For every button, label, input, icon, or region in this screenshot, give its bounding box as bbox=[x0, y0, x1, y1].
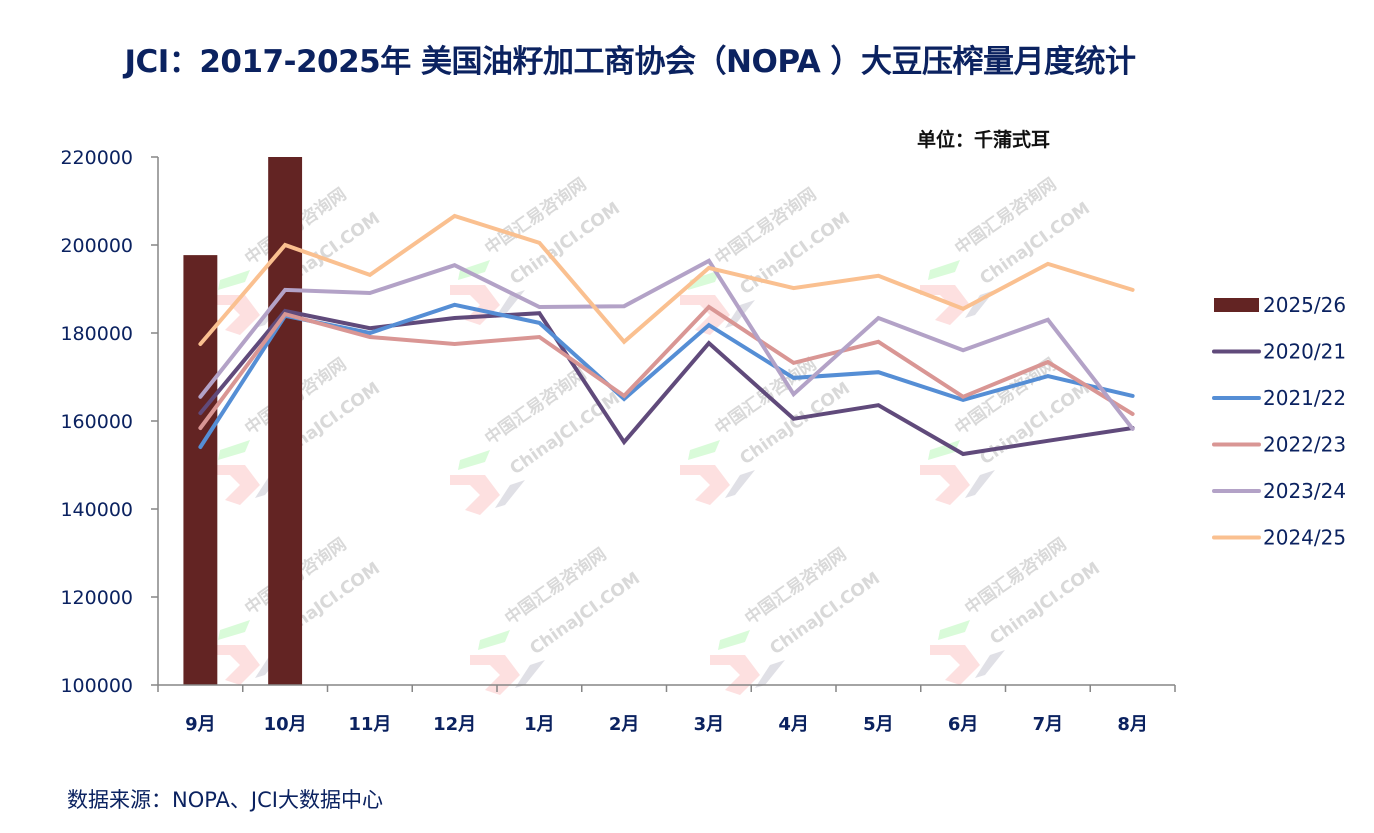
legend-label: 2020/21 bbox=[1263, 340, 1346, 364]
watermark-logo-red bbox=[210, 295, 260, 335]
watermark-logo-red bbox=[450, 475, 500, 515]
watermark-logo-green bbox=[688, 270, 720, 290]
unit-label: 单位：千蒲式耳 bbox=[917, 129, 1051, 151]
line-layer bbox=[198, 213, 1135, 457]
watermark-logo-green bbox=[928, 260, 960, 280]
legend-item-2025-26: 2025/26 bbox=[1214, 293, 1346, 317]
watermark-logo-gray bbox=[725, 470, 755, 498]
line-series-2022-23 bbox=[198, 304, 1135, 430]
legend-label: 2023/24 bbox=[1263, 479, 1346, 503]
watermark-logo-red bbox=[470, 655, 520, 695]
source-label: 数据来源：NOPA、JCI大数据中心 bbox=[67, 788, 383, 812]
watermark-logo-green bbox=[458, 450, 490, 470]
bar-2025-26-0 bbox=[183, 255, 218, 685]
watermark-logo-green bbox=[218, 440, 250, 460]
y-tick-label: 200000 bbox=[60, 235, 133, 257]
y-tick-label: 120000 bbox=[60, 587, 133, 609]
x-tick-label: 11月 bbox=[348, 714, 391, 735]
watermark-logo-green bbox=[218, 620, 250, 640]
line-series-2020-21 bbox=[198, 308, 1135, 457]
legend-label: 2021/22 bbox=[1263, 386, 1346, 410]
legend-label: 2025/26 bbox=[1263, 293, 1346, 317]
x-tick-label: 8月 bbox=[1117, 714, 1148, 735]
bar-layer bbox=[183, 157, 303, 685]
watermark-logo-green bbox=[718, 630, 750, 650]
watermark-logo-green bbox=[478, 630, 510, 650]
watermark-logo-green bbox=[688, 440, 720, 460]
axes-layer: 100000 120000 140000 160000 180000 200000 2200… bbox=[60, 147, 1176, 735]
x-tick-label: 6月 bbox=[948, 714, 979, 735]
x-tick-label: 3月 bbox=[694, 714, 725, 735]
watermark-logo-red bbox=[680, 465, 730, 505]
watermark-logo-gray bbox=[495, 480, 525, 508]
watermark-logo-gray bbox=[755, 660, 785, 688]
y-tick-label: 220000 bbox=[60, 147, 133, 169]
y-tick-label: 140000 bbox=[60, 499, 133, 521]
x-tick-label: 1月 bbox=[524, 714, 555, 735]
watermark-logo-green bbox=[938, 620, 970, 640]
watermark-logo-red bbox=[680, 295, 730, 335]
x-tick-label: 10月 bbox=[264, 714, 307, 735]
x-tick-label: 2月 bbox=[609, 714, 640, 735]
watermark-logo-gray bbox=[965, 470, 995, 498]
legend-item-2024-25: 2024/25 bbox=[1212, 526, 1346, 550]
watermark-logo-red bbox=[210, 645, 260, 685]
watermark-logo-green bbox=[928, 440, 960, 460]
watermark-logo-gray bbox=[515, 660, 545, 688]
watermark-logo-green bbox=[218, 270, 250, 290]
legend-item-2022-23: 2022/23 bbox=[1212, 433, 1346, 457]
legend-label: 2022/23 bbox=[1263, 433, 1346, 457]
x-tick-label: 12月 bbox=[433, 714, 476, 735]
legend-item-2021-22: 2021/22 bbox=[1212, 386, 1346, 410]
legend: 2025/26 2020/21 2021/22 2022/23 2023/24 2024/… bbox=[1212, 293, 1346, 550]
line-series-2024-25 bbox=[198, 213, 1135, 346]
watermark-logo-gray bbox=[975, 650, 1005, 678]
x-tick-label: 7月 bbox=[1033, 714, 1064, 735]
line-series-2021-22 bbox=[198, 302, 1135, 449]
x-tick-label: 9月 bbox=[185, 714, 216, 735]
x-tick-label: 4月 bbox=[778, 714, 809, 735]
watermark-logo-red bbox=[930, 645, 980, 685]
chart-title: JCI：2017-2025年 美国油籽加工商协会（NOPA ）大豆压榨量月度统计 bbox=[124, 44, 1137, 80]
legend-label: 2024/25 bbox=[1263, 526, 1346, 550]
watermark-logo-red bbox=[710, 655, 760, 695]
watermark-logo-red bbox=[210, 465, 260, 505]
legend-item-2023-24: 2023/24 bbox=[1212, 479, 1346, 503]
legend-item-2020-21: 2020/21 bbox=[1212, 340, 1346, 364]
bar-2025-26-1 bbox=[268, 157, 303, 685]
y-tick-label: 180000 bbox=[60, 323, 133, 345]
y-tick-label: 160000 bbox=[60, 411, 133, 433]
legend-swatch-bar bbox=[1214, 298, 1259, 312]
watermark-logo-green bbox=[458, 260, 490, 280]
watermark-logo-red bbox=[920, 465, 970, 505]
line-series-2023-24 bbox=[198, 258, 1135, 431]
y-tick-label: 100000 bbox=[60, 675, 133, 697]
x-tick-label: 5月 bbox=[863, 714, 894, 735]
watermark-logo-red bbox=[920, 285, 970, 325]
